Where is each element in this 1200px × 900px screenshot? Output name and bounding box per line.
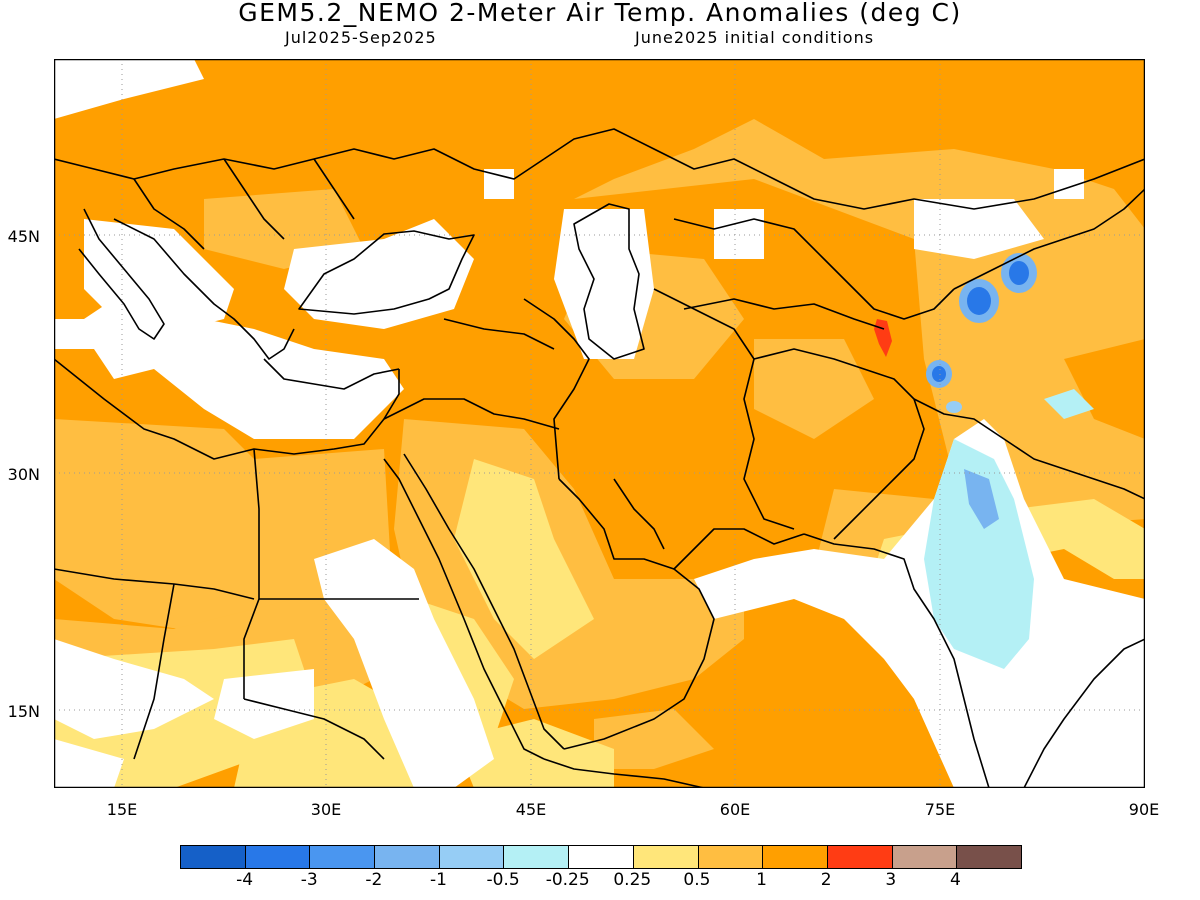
cold-spots: [926, 253, 1037, 413]
colorbar-label: -1: [429, 870, 447, 890]
colorbar-label: 0.25: [613, 870, 652, 890]
warm-spot: [874, 319, 892, 357]
colorbar-swatch: [633, 846, 699, 868]
lon-label-90e: 90E: [1128, 800, 1160, 819]
lon-label-45e: 45E: [515, 800, 547, 819]
chart-title: GEM5.2_NEMO 2-Meter Air Temp. Anomalies …: [238, 0, 962, 27]
colorbar-label: -2: [365, 870, 383, 890]
initial-conditions: June2025 initial conditions: [635, 28, 875, 47]
colorbar-label: -3: [300, 870, 318, 890]
anomaly-map: [54, 59, 1145, 788]
colorbar-label: 1: [756, 870, 767, 890]
colorbar-swatch: [827, 846, 893, 868]
anomaly-light-blue-small: [1044, 389, 1094, 419]
colorbar-label: -0.5: [486, 870, 520, 890]
lon-label-30e: 30E: [310, 800, 342, 819]
lat-label-15n: 15N: [7, 702, 40, 721]
lon-label-60e: 60E: [719, 800, 751, 819]
anomaly-blue-patch: [964, 469, 999, 529]
lat-label-45n: 45N: [7, 227, 40, 246]
lat-label-30n: 30N: [7, 465, 40, 484]
colorbar-swatch: [763, 846, 828, 868]
lon-label-75e: 75E: [924, 800, 956, 819]
lon-label-15e: 15E: [106, 800, 138, 819]
colorbar-swatch: [504, 846, 570, 868]
forecast-period: Jul2025-Sep2025: [285, 28, 437, 47]
colorbar-swatch: [957, 846, 1021, 868]
colorbar-swatch: [698, 846, 764, 868]
colorbar: [180, 845, 1022, 869]
colorbar-swatch: [181, 846, 246, 868]
colorbar-label: 0.5: [683, 870, 711, 890]
colorbar-label: 3: [885, 870, 897, 890]
colorbar-swatch: [245, 846, 311, 868]
colorbar-swatch: [375, 846, 440, 868]
colorbar-swatch: [569, 846, 634, 868]
colorbar-label: 4: [949, 870, 961, 890]
colorbar-swatch: [310, 846, 376, 868]
colorbar-label: 2: [820, 870, 832, 890]
anomaly-white: [54, 59, 1145, 788]
map-frame: [54, 59, 1145, 788]
anomaly-light-blue: [924, 439, 1034, 669]
colorbar-swatch: [439, 846, 505, 868]
colorbar-label: -0.25: [545, 870, 590, 890]
grid-lines: [54, 59, 1145, 788]
coastlines: [54, 128, 1145, 788]
colorbar-swatch: [892, 846, 958, 868]
colorbar-label: -4: [236, 870, 254, 890]
